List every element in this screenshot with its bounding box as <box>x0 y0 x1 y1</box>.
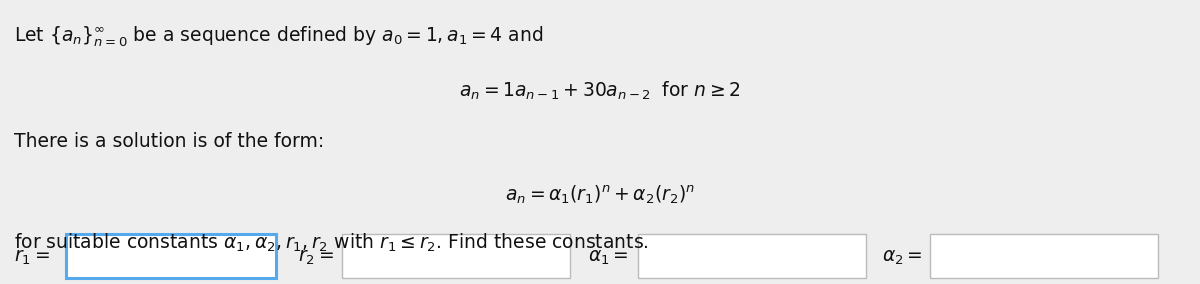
Text: $a_n = \alpha_1(r_1)^n + \alpha_2(r_2)^n$: $a_n = \alpha_1(r_1)^n + \alpha_2(r_2)^n… <box>505 183 695 206</box>
Text: $\alpha_2 =$: $\alpha_2 =$ <box>882 248 923 266</box>
Text: There is a solution is of the form:: There is a solution is of the form: <box>14 132 325 151</box>
FancyBboxPatch shape <box>638 234 866 278</box>
Text: $\alpha_1 =$: $\alpha_1 =$ <box>588 248 629 266</box>
Text: Let $\{a_n\}_{n=0}^{\infty}$ be a sequence defined by $a_0 = 1, a_1 = 4$ and: Let $\{a_n\}_{n=0}^{\infty}$ be a sequen… <box>14 24 544 49</box>
FancyBboxPatch shape <box>342 234 570 278</box>
Text: $r_2 =$: $r_2 =$ <box>298 248 334 266</box>
Text: $a_n = 1a_{n-1} + 30a_{n-2}\;$ for $n \geq 2$: $a_n = 1a_{n-1} + 30a_{n-2}\;$ for $n \g… <box>460 80 740 102</box>
Text: $r_1 =$: $r_1 =$ <box>14 248 50 266</box>
Text: for suitable constants $\alpha_1, \alpha_2, r_1, r_2$ with $r_1 \leq r_2$. Find : for suitable constants $\alpha_1, \alpha… <box>14 231 649 254</box>
FancyBboxPatch shape <box>66 234 276 278</box>
FancyBboxPatch shape <box>930 234 1158 278</box>
